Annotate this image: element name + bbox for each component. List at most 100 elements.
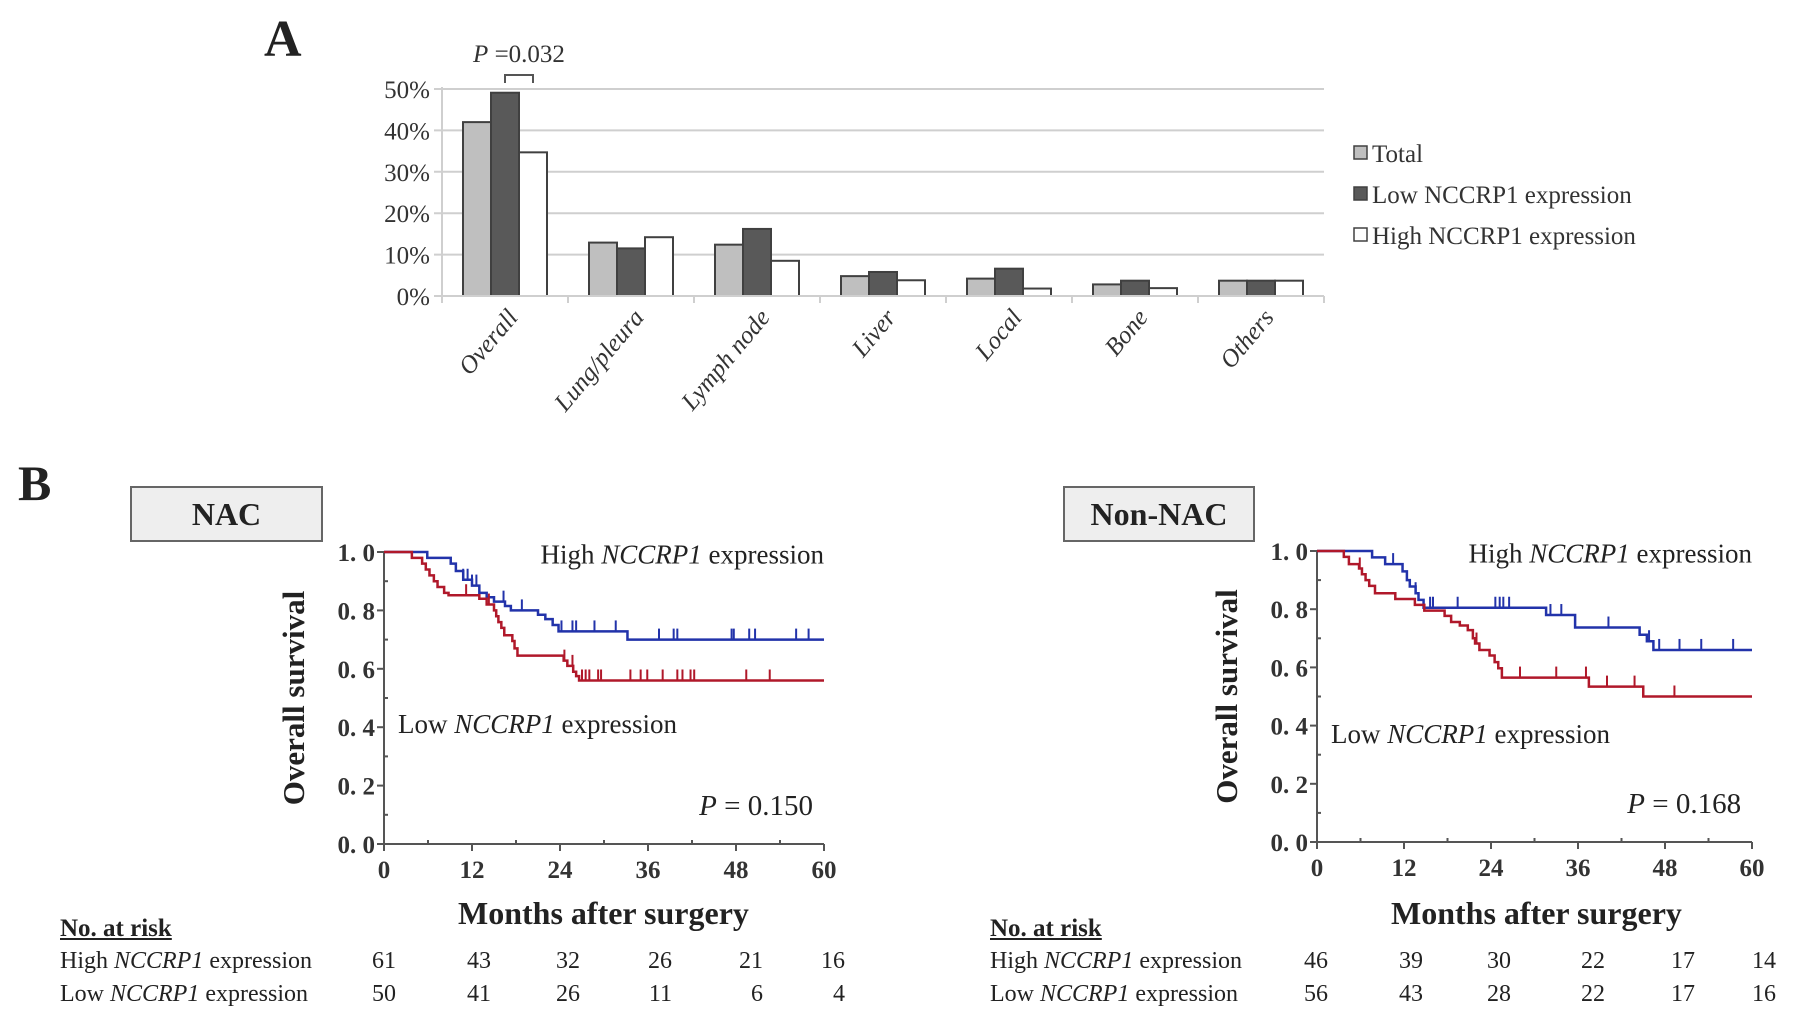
at-risk-count: 26 bbox=[556, 981, 580, 1007]
km-curve-high bbox=[384, 550, 824, 641]
x-tick-label: 12 bbox=[1392, 855, 1417, 882]
nac-at-risk-low-label: Low NCCRP1 expression bbox=[60, 981, 308, 1008]
recurrence-bar-chart: 0%10%20%30%40%50% Overall Lung/pleura Lymp… bbox=[384, 41, 1636, 417]
high-expression-label: High NCCRP1 expression bbox=[541, 540, 825, 570]
legend-label: Total bbox=[1372, 141, 1423, 168]
at-risk-count: 56 bbox=[1304, 981, 1328, 1007]
bar bbox=[742, 227, 772, 298]
y-tick-label: 0. 8 bbox=[338, 598, 376, 625]
y-tick-label: 40% bbox=[384, 118, 430, 145]
at-risk-count: 17 bbox=[1671, 981, 1695, 1007]
y-tick-label: 10% bbox=[384, 243, 430, 270]
label-post: expression bbox=[555, 709, 678, 739]
high-expression-label: High NCCRP1 expression bbox=[1469, 539, 1753, 569]
label-pre: Low bbox=[398, 709, 454, 739]
km-curve-high bbox=[1317, 549, 1752, 652]
y-tick-label: 1. 0 bbox=[1271, 539, 1309, 566]
nac-title: NAC bbox=[191, 495, 262, 532]
y-tick-label: 0. 4 bbox=[338, 715, 376, 742]
bar bbox=[770, 259, 800, 297]
x-tick-label: 48 bbox=[724, 857, 749, 884]
nac-title-box: NAC bbox=[130, 486, 323, 542]
label-gene: NCCRP1 bbox=[600, 540, 702, 570]
km-curve-low bbox=[1317, 549, 1752, 698]
p-value: = 0.150 bbox=[717, 790, 813, 822]
bar-chart-x-axis bbox=[441, 87, 1325, 303]
label-gene: NCCRP1 bbox=[110, 981, 200, 1007]
x-tick-label: 36 bbox=[636, 857, 661, 884]
bar-chart-y-tick-labels: 0% 10% 20% 30% 40% 50% bbox=[384, 77, 430, 311]
at-risk-count: 28 bbox=[1487, 981, 1511, 1007]
p-symbol: P bbox=[472, 41, 488, 68]
non-nac-x-axis-title: Months after surgery bbox=[1391, 895, 1682, 931]
survival-line bbox=[384, 550, 824, 682]
p-value-label: P = 0.150 bbox=[698, 790, 813, 822]
y-tick-label: 0. 8 bbox=[1271, 597, 1309, 624]
at-risk-count: 16 bbox=[821, 948, 845, 974]
y-axis-title: Overall survival bbox=[1209, 589, 1244, 804]
legend-swatch bbox=[1353, 186, 1368, 201]
non-nac-at-risk-low-label: Low NCCRP1 expression bbox=[990, 981, 1238, 1008]
label-pre: High bbox=[1469, 539, 1530, 569]
label-post: expression bbox=[1488, 719, 1611, 749]
label-gene: NCCRP1 bbox=[1528, 539, 1630, 569]
p-value-label: P = 0.168 bbox=[1626, 788, 1741, 820]
panel-a-letter: A bbox=[264, 11, 302, 68]
legend-swatch bbox=[1353, 227, 1368, 242]
at-risk-count: 30 bbox=[1487, 948, 1511, 974]
label-pre: Low bbox=[990, 981, 1040, 1007]
low-expression-label: Low NCCRP1 expression bbox=[1331, 719, 1610, 749]
label-pre: High bbox=[541, 540, 602, 570]
y-tick-label: 0. 4 bbox=[1271, 714, 1309, 741]
label-pre: High bbox=[60, 948, 114, 974]
x-tick-label: 48 bbox=[1653, 855, 1678, 882]
y-tick-label: 1. 0 bbox=[338, 540, 376, 567]
y-tick-label: 20% bbox=[384, 201, 430, 228]
at-risk-count: 21 bbox=[739, 948, 763, 974]
x-tick-label: 12 bbox=[460, 857, 485, 884]
y-tick-label: 30% bbox=[384, 160, 430, 187]
x-tick-label: 24 bbox=[1479, 855, 1505, 882]
label-post: expression bbox=[199, 981, 308, 1007]
nac-x-axis-title: Months after surgery bbox=[458, 895, 749, 931]
at-risk-count: 16 bbox=[1752, 981, 1776, 1007]
panel-b-letter: B bbox=[18, 455, 52, 511]
legend-label: High NCCRP1 expression bbox=[1372, 223, 1636, 250]
label-gene: NCCRP1 bbox=[1044, 948, 1134, 974]
non-nac-at-risk-header: No. at risk bbox=[990, 915, 1102, 942]
y-tick-label: 0. 2 bbox=[1271, 772, 1309, 799]
label-pre: Low bbox=[1331, 719, 1387, 749]
y-tick-label: 0. 6 bbox=[338, 657, 376, 684]
bar bbox=[616, 247, 646, 297]
y-tick-label: 0. 2 bbox=[338, 774, 376, 801]
label-post: expression bbox=[1129, 981, 1238, 1007]
p-symbol: P bbox=[698, 790, 717, 822]
at-risk-count: 17 bbox=[1671, 948, 1695, 974]
p-value: = 0.168 bbox=[1645, 788, 1741, 820]
x-tick-label: 36 bbox=[1566, 855, 1591, 882]
legend-label: Low NCCRP1 expression bbox=[1372, 182, 1632, 209]
at-risk-count: 22 bbox=[1581, 981, 1605, 1007]
at-risk-count: 41 bbox=[467, 981, 491, 1007]
km-axes: 0. 0 0. 2 0. 4 0. 6 0. 8 1. 0 0 12 24 36 48 60 Overa… bbox=[276, 540, 837, 884]
label-gene: NCCRP1 bbox=[114, 948, 204, 974]
x-tick-label: 0 bbox=[1311, 855, 1324, 882]
label-pre: High bbox=[990, 948, 1044, 974]
at-risk-count: 50 bbox=[372, 981, 396, 1007]
nac-at-risk-header: No. at risk bbox=[60, 915, 172, 942]
label-post: expression bbox=[702, 540, 825, 570]
non-nac-at-risk-high-label: High NCCRP1 expression bbox=[990, 948, 1242, 975]
y-tick-label: 0. 6 bbox=[1271, 655, 1309, 682]
x-tick-label: 24 bbox=[548, 857, 574, 884]
at-risk-count: 32 bbox=[556, 948, 580, 974]
at-risk-count: 61 bbox=[372, 948, 396, 974]
at-risk-count: 26 bbox=[648, 948, 672, 974]
at-risk-count: 39 bbox=[1399, 948, 1423, 974]
non-nac-title-box: Non-NAC bbox=[1063, 486, 1255, 542]
at-risk-count: 22 bbox=[1581, 948, 1605, 974]
km-plot-nac: 0. 0 0. 2 0. 4 0. 6 0. 8 1. 0 0 12 24 36 48 60 Overa… bbox=[276, 540, 837, 884]
at-risk-count: 14 bbox=[1752, 948, 1776, 974]
p-symbol: P bbox=[1626, 788, 1645, 820]
km-axes: 0. 0 0. 2 0. 4 0. 6 0. 8 1. 0 0 12 24 36 48 60 Overa… bbox=[1209, 539, 1765, 882]
label-gene: NCCRP1 bbox=[1040, 981, 1130, 1007]
